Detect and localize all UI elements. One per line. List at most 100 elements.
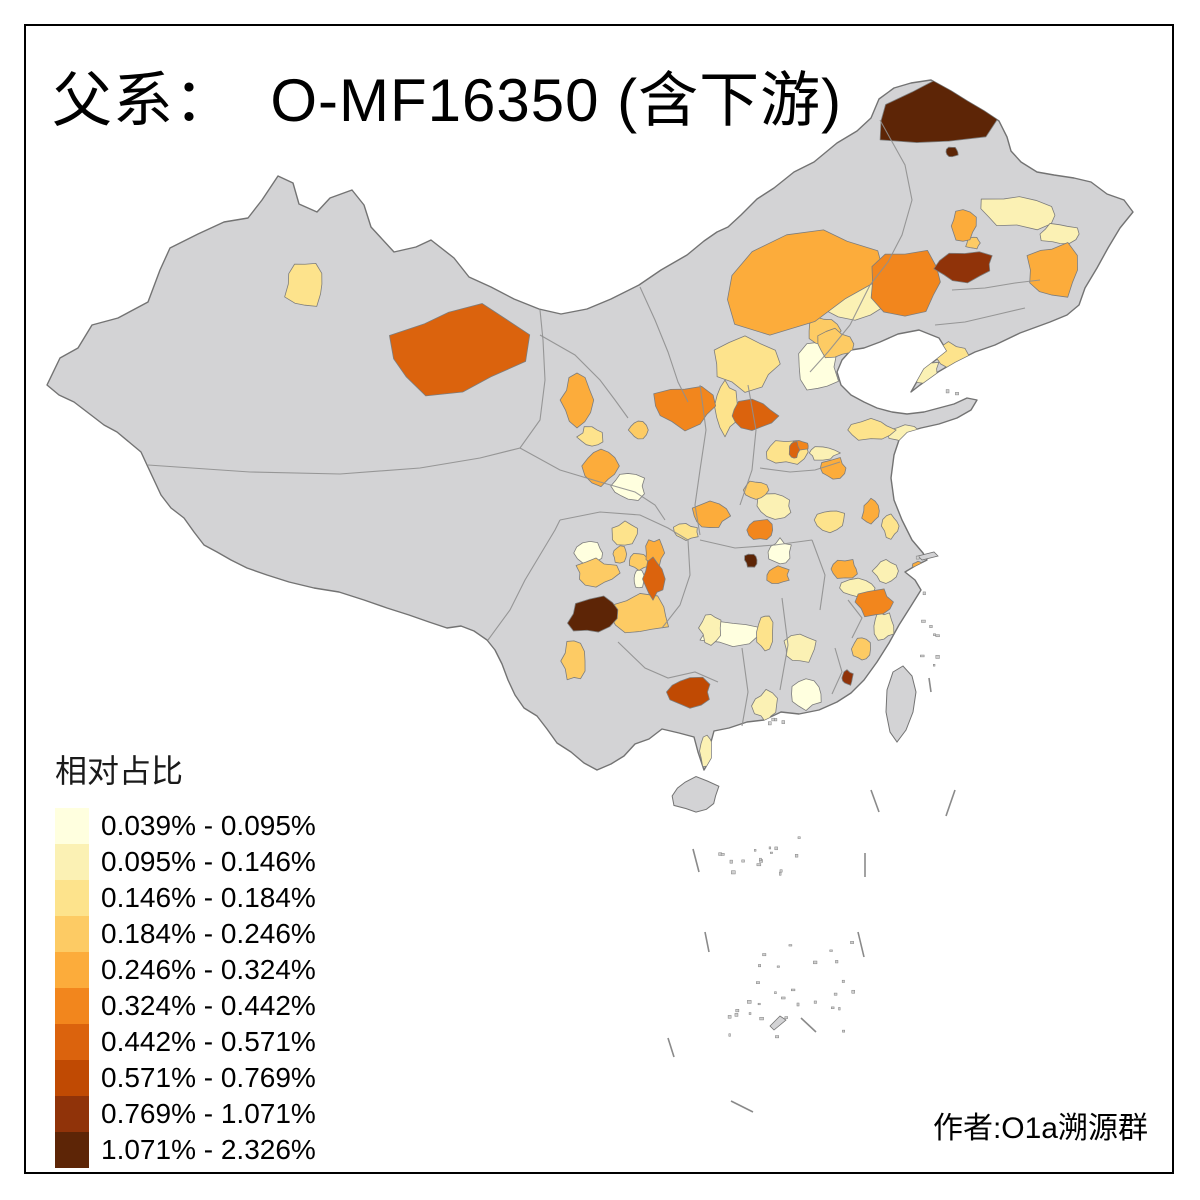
island-dot xyxy=(929,625,933,628)
legend-label: 0.442% - 0.571% xyxy=(101,1026,316,1057)
legend-swatch xyxy=(55,808,89,844)
legend-swatch xyxy=(55,1060,89,1096)
island-dot xyxy=(757,1002,761,1006)
province-boundary xyxy=(661,539,691,629)
legend-label: 0.095% - 0.146% xyxy=(101,846,316,877)
legend-row: 0.039% - 0.095% xyxy=(55,808,316,844)
island-dot xyxy=(842,1029,845,1033)
region-blob xyxy=(783,633,817,663)
island-dot xyxy=(727,1015,732,1019)
island-dot xyxy=(935,655,940,659)
region-blob xyxy=(746,519,774,541)
region-layer xyxy=(284,80,1080,768)
province-boundary xyxy=(811,539,826,611)
legend-row: 0.184% - 0.246% xyxy=(55,916,316,952)
province-boundary xyxy=(739,384,757,506)
island-dot xyxy=(955,392,959,396)
legend-swatch xyxy=(55,844,89,880)
sea-boundary-dash xyxy=(667,1037,675,1058)
sea-boundary-dash xyxy=(945,789,956,817)
region-blob xyxy=(1026,242,1078,298)
legend-title: 相对占比 xyxy=(55,753,184,789)
island-dot xyxy=(731,870,736,875)
region-blob xyxy=(851,637,871,661)
region-blob xyxy=(756,615,774,652)
region-blob xyxy=(713,335,781,393)
island-dot xyxy=(771,717,775,722)
region-blob xyxy=(731,398,780,431)
island-dot xyxy=(781,996,786,1000)
province-boundary xyxy=(639,286,689,403)
island-dot xyxy=(756,981,760,984)
island-dot xyxy=(774,991,777,994)
island-dot xyxy=(835,960,839,964)
island-dot xyxy=(794,854,799,858)
province-boundary xyxy=(831,647,843,695)
province-boundary xyxy=(934,307,1026,326)
legend-swatch xyxy=(55,1132,89,1168)
region-blob xyxy=(627,420,649,440)
legend-swatch xyxy=(55,916,89,952)
region-blob xyxy=(841,669,854,686)
island-dot xyxy=(759,857,762,861)
province-boundary xyxy=(699,539,813,549)
region-blob xyxy=(559,372,595,429)
sea-boundary-dash xyxy=(928,677,932,693)
region-blob xyxy=(642,556,666,601)
small-island xyxy=(769,1015,787,1031)
taiwan-island xyxy=(885,665,917,743)
island-dot xyxy=(781,720,785,724)
island-dot xyxy=(838,1007,841,1011)
region-blob xyxy=(581,448,620,488)
region-blob xyxy=(576,426,604,447)
island-dot xyxy=(768,846,772,850)
island-dot xyxy=(759,1016,764,1021)
province-boundary xyxy=(847,599,863,639)
island-dot xyxy=(831,1006,835,1009)
legend-label: 0.039% - 0.095% xyxy=(101,810,316,841)
map-title: 父系： O-MF16350 (含下游) xyxy=(52,67,843,134)
legend-row: 0.095% - 0.146% xyxy=(55,844,316,880)
island-dot xyxy=(851,989,855,994)
province-boundary xyxy=(779,597,789,691)
island-dot xyxy=(747,1000,752,1004)
island-dot xyxy=(829,949,833,952)
legend-swatch xyxy=(55,880,89,916)
legend-label: 0.769% - 1.071% xyxy=(101,1098,316,1129)
region-blob xyxy=(284,262,323,307)
sea-boundary-dash xyxy=(800,1017,817,1033)
sea-boundary-dash xyxy=(870,789,880,813)
legend-label: 0.146% - 0.184% xyxy=(101,882,316,913)
legend-row: 0.146% - 0.184% xyxy=(55,880,316,916)
province-boundary xyxy=(519,447,666,521)
legend-label: 0.571% - 0.769% xyxy=(101,1062,316,1093)
island-dot xyxy=(748,1012,752,1015)
island-dot xyxy=(774,846,778,851)
region-blob xyxy=(633,569,645,589)
legend-rows: 0.039% - 0.095% 0.095% - 0.146% 0.146% - 0… xyxy=(55,808,316,1168)
island-dot xyxy=(756,863,762,867)
region-blob xyxy=(880,513,900,540)
province-boundary xyxy=(147,309,546,475)
region-blob xyxy=(756,493,792,520)
region-blob xyxy=(699,734,716,768)
province-boundary xyxy=(487,519,561,641)
legend-swatch xyxy=(55,988,89,1024)
region-blob xyxy=(950,209,977,242)
province-boundary xyxy=(694,384,707,536)
region-blob xyxy=(873,610,895,641)
region-blob xyxy=(698,614,722,646)
island-dot xyxy=(791,988,796,992)
island-dot xyxy=(945,389,950,394)
legend: 相对占比 0.039% - 0.095% 0.095% - 0.146% 0.146… xyxy=(55,746,316,1168)
province-boundary xyxy=(539,334,629,419)
island-dot xyxy=(850,941,854,944)
island-dot xyxy=(788,944,793,947)
region-blob xyxy=(727,229,886,336)
legend-row: 0.571% - 0.769% xyxy=(55,1060,316,1096)
island-dot xyxy=(933,664,936,667)
region-blob xyxy=(742,480,770,500)
island-dot xyxy=(741,859,745,863)
island-dot xyxy=(813,1000,817,1004)
province-boundary xyxy=(559,511,689,541)
